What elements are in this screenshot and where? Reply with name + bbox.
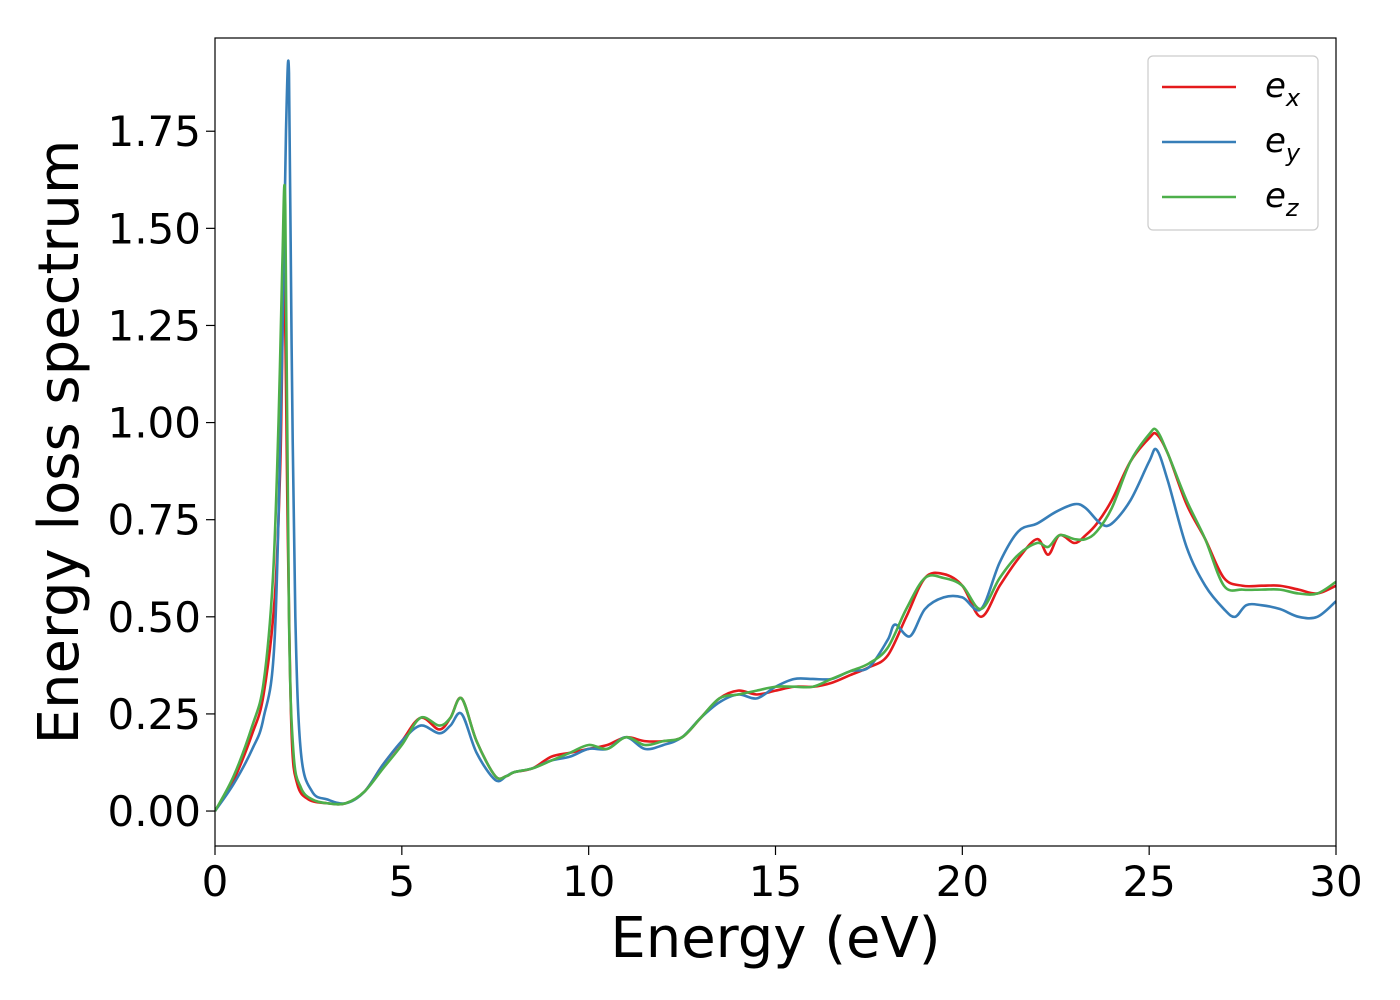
series-layer [215,59,1336,812]
legend: ex ey ez [1147,55,1319,231]
y-axis: 0.00 0.25 0.50 0.75 1.00 1.25 1.50 1.75 [107,107,215,836]
y-tick-label: 0.75 [107,496,201,545]
x-tick-label: 30 [1309,857,1362,906]
x-axis-title: Energy (eV) [610,906,940,971]
y-axis-title: Energy loss spectrum [27,140,92,745]
x-tick-label: 25 [1122,857,1175,906]
x-tick-label: 15 [749,857,802,906]
x-tick-label: 10 [562,857,615,906]
x-tick-label: 0 [202,857,229,906]
y-tick-label: 0.50 [107,593,201,642]
series-line-x [215,273,1336,812]
x-tick-label: 20 [936,857,989,906]
legend-label-z: ez [1265,176,1300,222]
y-tick-label: 1.50 [107,204,201,253]
y-tick-label: 1.00 [107,399,201,448]
series-line-z [215,184,1336,812]
y-tick-label: 1.75 [107,107,201,156]
legend-label-x: ex [1265,66,1301,112]
legend-label-y: ey [1265,121,1301,167]
x-tick-label: 5 [388,857,415,906]
x-axis: 0 5 10 15 20 25 30 [202,846,1363,906]
y-tick-label: 0.00 [107,787,201,836]
y-tick-label: 0.25 [107,690,201,739]
y-tick-label: 1.25 [107,301,201,350]
